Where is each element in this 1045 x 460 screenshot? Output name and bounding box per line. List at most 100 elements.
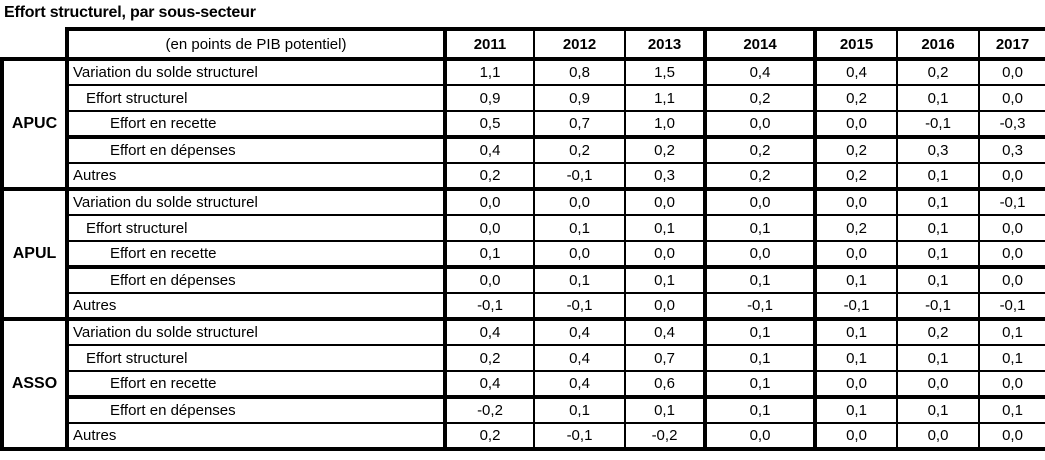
value-cell: 0,1 [624,214,706,242]
value-cell: 0,4 [533,317,626,346]
value-cell: 0,0 [978,57,1045,86]
value-cell: 0,2 [703,84,817,112]
unit-header: (en points de PIB potentiel) [65,27,447,61]
value-cell: 0,1 [703,214,817,242]
table-row: Effort en dépenses 0,4 0,2 0,2 0,2 0,2 0… [2,136,1045,164]
value-cell: 0,7 [624,344,706,372]
value-cell: 0,8 [533,57,626,86]
value-cell: 0,1 [814,266,898,294]
value-cell: 0,1 [896,396,980,424]
table-row: Autres 0,2 -0,1 0,3 0,2 0,2 0,1 0,0 [2,162,1045,191]
year-header-2011: 2011 [443,27,535,61]
value-cell: 0,4 [443,317,535,346]
value-cell: 0,1 [814,344,898,372]
year-header-2015: 2015 [814,27,898,61]
row-label: Effort en dépenses [66,136,446,164]
corner-spacer [2,29,67,59]
value-cell: 0,1 [533,396,626,424]
value-cell: 0,1 [978,344,1045,372]
table-row: Effort en recette 0,1 0,0 0,0 0,0 0,0 0,… [2,240,1045,269]
value-cell: 0,0 [703,422,817,451]
value-cell: 0,5 [443,110,535,139]
value-cell: 0,1 [896,84,980,112]
value-cell: 0,1 [703,370,817,399]
value-cell: 0,3 [896,136,980,164]
value-cell: 0,0 [978,240,1045,269]
table-row: Effort structurel 0,9 0,9 1,1 0,2 0,2 0,… [2,84,1045,112]
value-cell: 1,1 [443,57,535,86]
value-cell: 0,0 [814,187,898,216]
value-cell: 0,2 [703,136,817,164]
value-cell: 0,0 [896,370,980,399]
value-cell: 0,1 [703,266,817,294]
value-cell: 0,4 [533,344,626,372]
value-cell: 0,4 [443,370,535,399]
year-header-2016: 2016 [896,27,980,61]
row-label: Effort en recette [66,110,446,139]
value-cell: 0,4 [443,136,535,164]
value-cell: 0,2 [814,84,898,112]
value-cell: 0,0 [814,240,898,269]
table-row: APUC Variation du solde structurel 1,1 0… [0,57,1045,191]
value-cell: 0,1 [703,396,817,424]
table-row: Effort en recette 0,4 0,4 0,6 0,1 0,0 0,… [2,370,1045,399]
value-cell: 0,0 [703,240,817,269]
value-cell: 0,1 [624,266,706,294]
value-cell: 0,2 [443,422,535,451]
value-cell: 0,0 [703,110,817,139]
value-cell: 0,2 [443,162,535,191]
value-cell: 0,2 [896,317,980,346]
value-cell: 0,1 [896,187,980,216]
row-label: Variation du solde structurel [66,57,446,86]
value-cell: 0,1 [896,162,980,191]
value-cell: 0,0 [624,292,706,321]
table-row: APUL Variation du solde structurel 0,0 0… [0,187,1045,321]
group-label-asso: ASSO [0,317,69,451]
value-cell: -0,1 [814,292,898,321]
value-cell: 0,4 [814,57,898,86]
year-header-2017: 2017 [978,27,1045,61]
value-cell: 0,0 [533,187,626,216]
value-cell: 0,2 [814,162,898,191]
value-cell: 0,0 [814,370,898,399]
value-cell: 0,0 [978,422,1045,451]
value-cell: 0,0 [533,240,626,269]
value-cell: -0,2 [443,396,535,424]
value-cell: 0,0 [443,266,535,294]
value-cell: 1,5 [624,57,706,86]
value-cell: 0,9 [443,84,535,112]
value-cell: 0,1 [814,317,898,346]
value-cell: -0,1 [443,292,535,321]
row-label: Effort structurel [66,344,446,372]
value-cell: 0,0 [624,240,706,269]
row-label: Variation du solde structurel [66,187,446,216]
value-cell: 0,0 [978,266,1045,294]
value-cell: -0,1 [533,162,626,191]
effort-structurel-table: (en points de PIB potentiel) 2011 2012 2… [0,27,1045,451]
table-row: Effort en recette 0,5 0,7 1,0 0,0 0,0 -0… [2,110,1045,139]
value-cell: -0,1 [978,187,1045,216]
row-label: Autres [66,292,446,321]
row-label: Effort en recette [66,240,446,269]
value-cell: 0,0 [814,422,898,451]
value-cell: 0,4 [624,317,706,346]
row-label: Effort structurel [66,84,446,112]
year-header-2014: 2014 [703,27,817,61]
value-cell: 0,2 [814,136,898,164]
value-cell: 0,2 [443,344,535,372]
value-cell: 0,0 [443,187,535,216]
value-cell: 0,1 [896,240,980,269]
value-cell: 0,1 [703,344,817,372]
value-cell: 0,4 [703,57,817,86]
value-cell: 0,1 [896,344,980,372]
year-header-2013: 2013 [624,27,706,61]
table-row: Effort structurel 0,0 0,1 0,1 0,1 0,2 0,… [2,214,1045,242]
table-row: Effort en dépenses 0,0 0,1 0,1 0,1 0,1 0… [2,266,1045,294]
value-cell: 0,0 [978,214,1045,242]
value-cell: 0,1 [443,240,535,269]
row-label: Autres [66,422,446,451]
table-row: ASSO Variation du solde structurel 0,4 0… [0,317,1045,451]
value-cell: 1,1 [624,84,706,112]
value-cell: 0,0 [978,162,1045,191]
value-cell: 0,1 [624,396,706,424]
